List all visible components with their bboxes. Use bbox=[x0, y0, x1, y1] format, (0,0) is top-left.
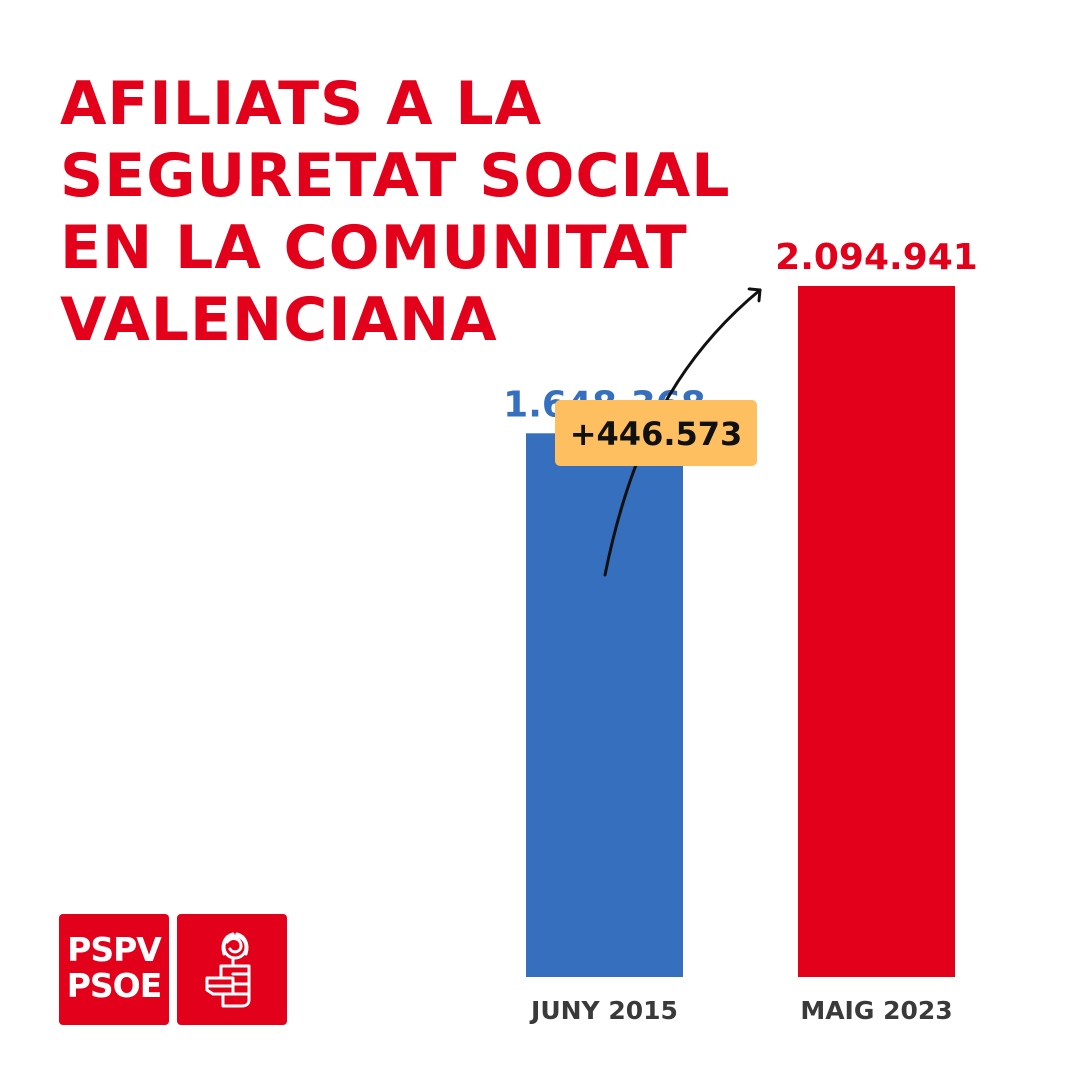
chart-title: AFILIATS A LA SEGURETAT SOCIAL EN LA COM… bbox=[60, 68, 760, 356]
bar-1 bbox=[526, 433, 683, 977]
title-line-1: AFILIATS A LA bbox=[60, 69, 543, 139]
title-line-2: SEGURETAT SOCIAL bbox=[60, 141, 731, 211]
difference-badge-bg bbox=[555, 400, 757, 466]
bar-2 bbox=[798, 286, 955, 977]
title-line-4: VALENCIANA bbox=[60, 285, 498, 355]
pspv-psoe-logo: PSPV PSOE bbox=[59, 914, 169, 1025]
difference-badge: +446.573 bbox=[555, 400, 757, 466]
logo-text-psoe: PSOE bbox=[66, 966, 163, 1005]
value-label-2: 2.094.941 bbox=[775, 237, 978, 278]
title-line-3: EN LA COMUNITAT bbox=[60, 213, 688, 283]
category-label-2: MAIG 2023 bbox=[800, 996, 952, 1025]
logo-text-pspv: PSPV bbox=[67, 930, 162, 969]
category-label-1: JUNY 2015 bbox=[529, 996, 678, 1025]
difference-label: +446.573 bbox=[570, 415, 743, 453]
fist-rose-icon bbox=[177, 914, 287, 1025]
